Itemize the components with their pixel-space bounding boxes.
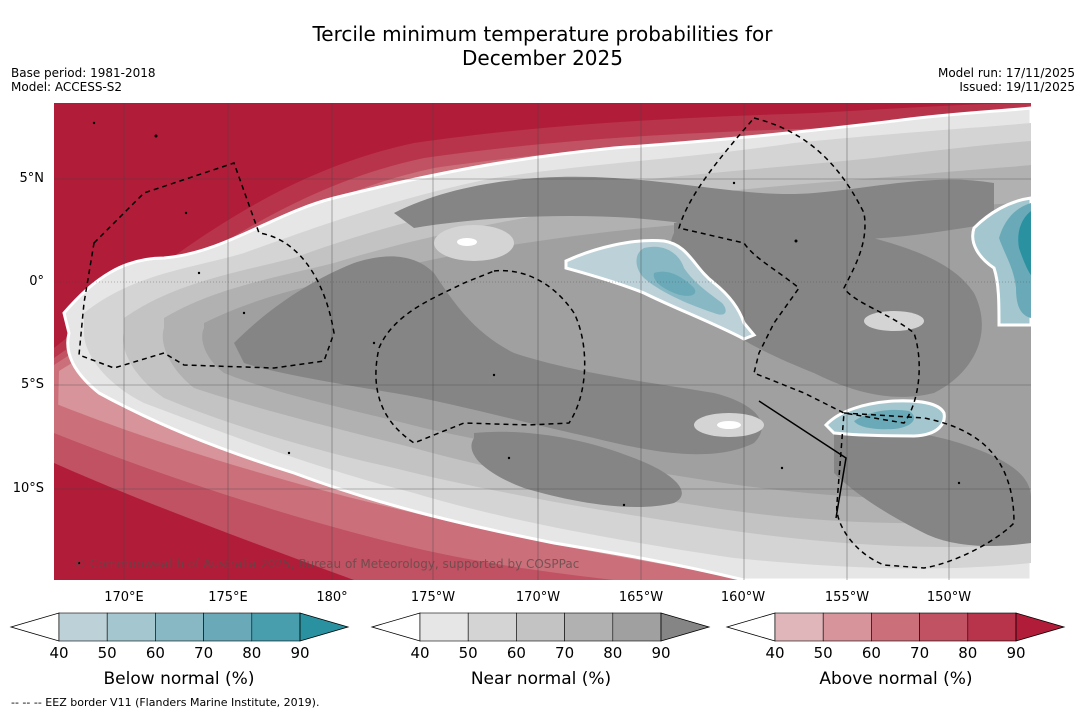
model-run: Model run: 17/11/2025 [937, 66, 1075, 80]
ytick-5s: 5°S [20, 377, 44, 392]
xtick-150w: 150°W [926, 590, 972, 605]
near-white-blob-1 [457, 238, 477, 246]
above-colorbar-tick-label: 80 [958, 644, 978, 662]
near-colorbar-tick-label: 60 [506, 644, 526, 662]
below-normal-central [564, 238, 757, 341]
xtick-160w: 160°W [720, 590, 766, 605]
near-normal-90-west [234, 256, 762, 455]
above-south-band-outer [54, 463, 354, 580]
colorbars-svg [9, 612, 1066, 642]
above-colorbar-tick-label: 60 [861, 644, 881, 662]
below-colorbar-under-triangle [9, 612, 60, 642]
below-colorbar-tick-label: 60 [145, 644, 165, 662]
near-white-blob-2 [717, 421, 741, 429]
label-below-normal: Below normal (%) [103, 669, 255, 689]
below-normal-east-90 [1018, 211, 1031, 275]
above-colorbar-segment [919, 612, 969, 642]
eez-footnote: -- -- -- EEZ border V11 (Flanders Marine… [11, 696, 320, 709]
above-colorbar-tick-label: 40 [765, 644, 785, 662]
title-line-1: Tercile minimum temperature probabilitie… [312, 22, 773, 46]
near-colorbar-tick-label: 40 [410, 644, 430, 662]
colorbar-below [9, 612, 350, 642]
below-colorbar-segment [155, 612, 204, 642]
below-colorbar-segment [106, 612, 156, 642]
colorbar-near [370, 612, 711, 642]
below-colorbar-segment [58, 612, 108, 642]
eez-solid-segment [758, 400, 847, 519]
above-colorbar-segment [871, 612, 920, 642]
near-colorbar-tick-label: 50 [458, 644, 478, 662]
near-colorbar-over-triangle [660, 612, 711, 642]
copyright-notice: © Commonwealth of Australia 2025, Bureau… [74, 557, 580, 571]
above-colorbar-tick-label: 50 [813, 644, 833, 662]
below-colorbar-segment [251, 612, 301, 642]
xtick-155w: 155°W [824, 590, 870, 605]
colorbar-above [725, 612, 1066, 642]
title-line-2: December 2025 [462, 46, 623, 70]
below-colorbar-tick-label: 40 [49, 644, 69, 662]
xtick-170e: 170°E [104, 590, 144, 605]
xtick-175e: 175°E [208, 590, 248, 605]
near-light-blob-3 [864, 311, 924, 331]
near-normal-90-southeast [834, 428, 1031, 546]
ytick-5n: 5°N [19, 171, 45, 186]
eez-phoenix [375, 269, 586, 444]
below-colorbar-tick-label: 50 [97, 644, 117, 662]
meta-right: Model run: 17/11/2025 Issued: 19/11/2025 [938, 66, 1075, 94]
above-colorbar-over-triangle [1015, 612, 1066, 642]
below-colorbar-segment [203, 612, 253, 642]
below-colorbar-tick-label: 70 [194, 644, 214, 662]
eez-line-islands [678, 117, 920, 424]
xtick-180: 180° [316, 590, 348, 605]
near-colorbar-tick-label: 90 [651, 644, 671, 662]
near-normal-90-south [471, 431, 682, 508]
eez-cook [836, 412, 1015, 569]
map-svg [54, 103, 1031, 580]
below-colorbar-over-triangle [299, 612, 350, 642]
meta-left: Base period: 1981-2018 Model: ACCESS-S2 [11, 66, 156, 94]
above-colorbar-segment [822, 612, 872, 642]
near-colorbar-tick-label: 80 [603, 644, 623, 662]
above-colorbar-segment [967, 612, 1017, 642]
ytick-10s: 10°S [12, 481, 44, 496]
below-colorbar-tick-label: 90 [290, 644, 310, 662]
near-colorbar-segment [516, 612, 565, 642]
eez-borders [78, 117, 1015, 569]
near-colorbar-segment [612, 612, 662, 642]
label-near-normal: Near normal (%) [470, 669, 612, 689]
eez-kiribati-west [78, 162, 335, 369]
xtick-165w: 165°W [618, 590, 664, 605]
probability-map: © Commonwealth of Australia 2025, Bureau… [54, 103, 1031, 580]
above-colorbar-tick-label: 90 [1006, 644, 1026, 662]
below-colorbar-tick-label: 80 [242, 644, 262, 662]
base-period: Base period: 1981-2018 [11, 66, 156, 80]
above-colorbar-tick-label: 70 [910, 644, 930, 662]
xtick-175w: 175°W [410, 590, 456, 605]
above-colorbar-under-triangle [725, 612, 776, 642]
issued-date: Issued: 19/11/2025 [959, 80, 1075, 94]
model-name: Model: ACCESS-S2 [11, 80, 123, 94]
graticule [54, 103, 1031, 580]
island-dots [77, 121, 961, 565]
below-normal-central-70 [653, 271, 696, 296]
near-normal-90-north [394, 176, 994, 240]
near-colorbar-segment [419, 612, 469, 642]
ytick-0: 0° [29, 274, 44, 289]
above-colorbar-segment [774, 612, 824, 642]
near-colorbar-tick-label: 70 [555, 644, 575, 662]
near-colorbar-under-triangle [370, 612, 421, 642]
near-colorbar-segment [467, 612, 517, 642]
xtick-170w: 170°W [515, 590, 561, 605]
label-above-normal: Above normal (%) [819, 669, 973, 689]
chart-title: Tercile minimum temperature probabilitie… [0, 22, 1085, 70]
near-normal-90-east [670, 217, 982, 397]
near-colorbar-segment [564, 612, 614, 642]
